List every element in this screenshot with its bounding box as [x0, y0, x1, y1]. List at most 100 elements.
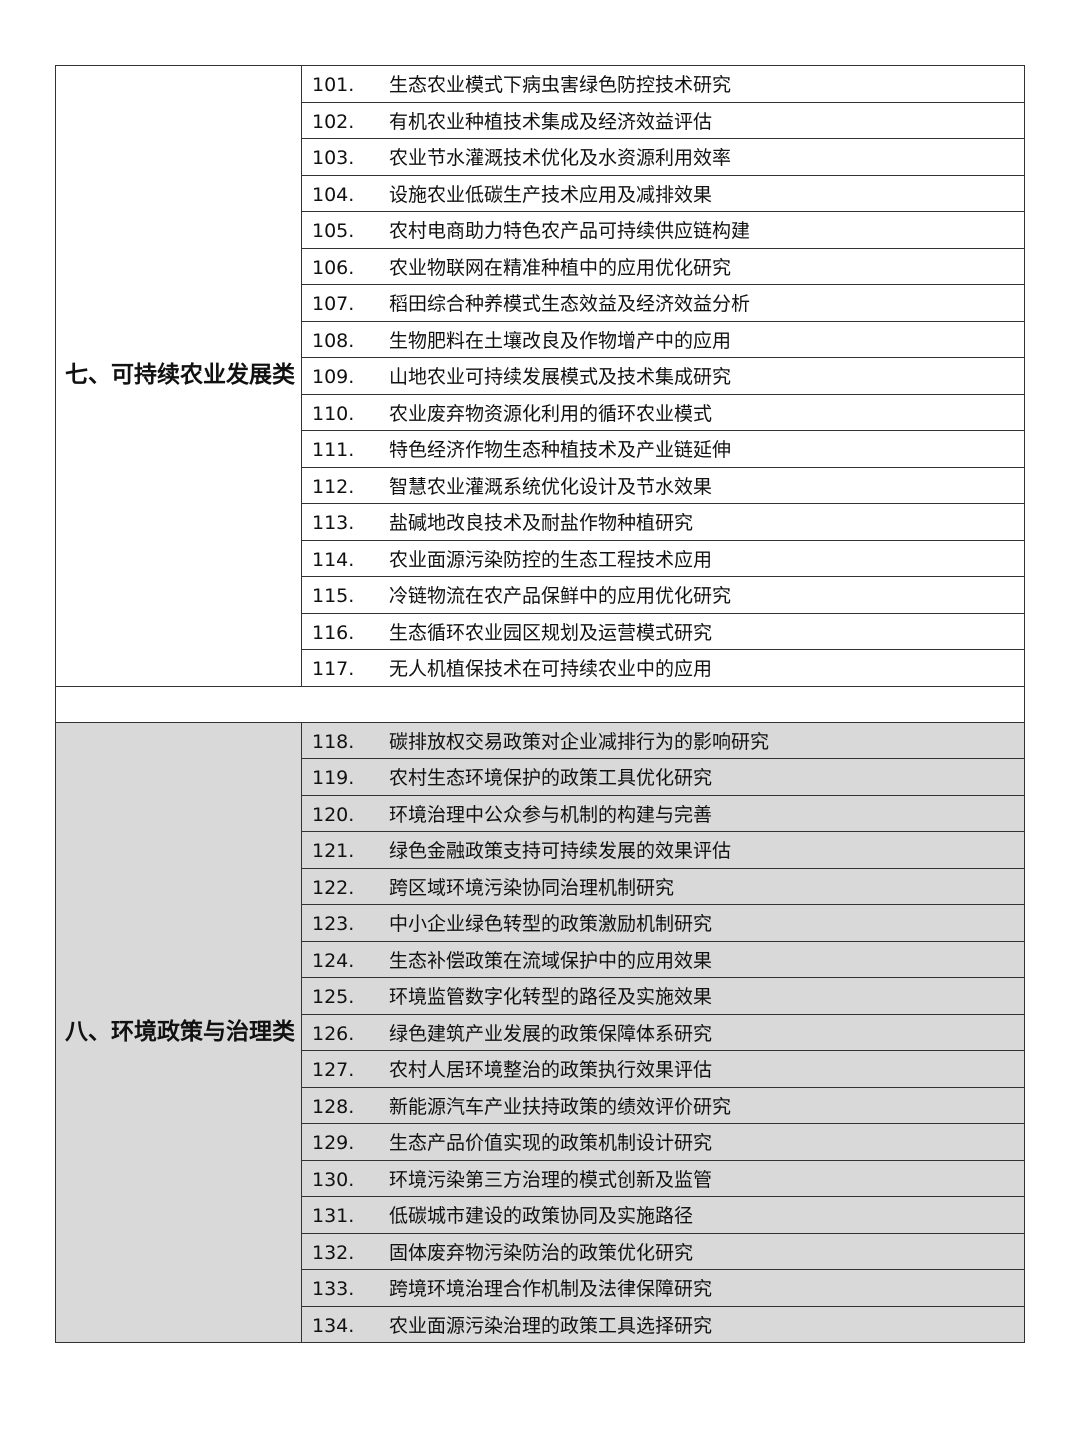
topic-cell: 134. 农业面源污染治理的政策工具选择研究	[301, 1305, 1025, 1343]
table-row: 122. 跨区域环境污染协同治理机制研究	[56, 867, 1025, 905]
topic-cell: 110. 农业废弃物资源化利用的循环农业模式	[301, 393, 1025, 431]
topic-cell: 103. 农业节水灌溉技术优化及水资源利用效率	[301, 138, 1025, 176]
topic-title: 冷链物流在农产品保鲜中的应用优化研究	[389, 585, 732, 608]
table-row: 131. 低碳城市建设的政策协同及实施路径	[56, 1196, 1025, 1234]
topic-title: 生物肥料在土壤改良及作物增产中的应用	[389, 329, 732, 352]
table-row: 109. 山地农业可持续发展模式及技术集成研究	[56, 357, 1025, 395]
separator-row	[55, 685, 1025, 723]
table-row: 127. 农村人居环境整治的政策执行效果评估	[56, 1050, 1025, 1088]
topic-title: 生态循环农业园区规划及运营模式研究	[389, 621, 713, 644]
topic-cell: 117. 无人机植保技术在可持续农业中的应用	[301, 649, 1025, 687]
topic-number: 103.	[312, 147, 355, 170]
topic-number: 108.	[312, 329, 355, 352]
topic-title: 农业节水灌溉技术优化及水资源利用效率	[389, 147, 732, 170]
topic-number: 118.	[312, 730, 355, 753]
table-row: 105. 农村电商助力特色农产品可持续供应链构建	[56, 211, 1025, 249]
table-row: 119. 农村生态环境保护的政策工具优化研究	[56, 758, 1025, 796]
topic-number: 116.	[312, 621, 355, 644]
topics-table: 七、可持续农业发展类 101. 生态农业模式下病虫害绿色防控技术研究 102. 有机农业…	[55, 65, 1025, 1343]
topic-number: 131.	[312, 1205, 355, 1228]
topic-number: 115.	[312, 585, 355, 608]
topic-number: 129.	[312, 1132, 355, 1155]
topic-cell: 122. 跨区域环境污染协同治理机制研究	[301, 867, 1025, 905]
table-row: 113. 盐碱地改良技术及耐盐作物种植研究	[56, 503, 1025, 541]
topic-cell: 127. 农村人居环境整治的政策执行效果评估	[301, 1050, 1025, 1088]
topic-number: 127.	[312, 1059, 355, 1082]
topic-cell: 114. 农业面源污染防控的生态工程技术应用	[301, 539, 1025, 577]
topic-cell: 130. 环境污染第三方治理的模式创新及监管	[301, 1159, 1025, 1197]
topic-cell: 107. 稻田综合种养模式生态效益及经济效益分析	[301, 284, 1025, 322]
topic-number: 110.	[312, 402, 355, 425]
topic-cell: 105. 农村电商助力特色农产品可持续供应链构建	[301, 211, 1025, 249]
topic-number: 121.	[312, 840, 355, 863]
topic-title: 盐碱地改良技术及耐盐作物种植研究	[389, 512, 694, 535]
topic-cell: 104. 设施农业低碳生产技术应用及减排效果	[301, 174, 1025, 212]
topic-title: 农业面源污染防控的生态工程技术应用	[389, 548, 713, 571]
topic-number: 119.	[312, 767, 355, 790]
topic-number: 132.	[312, 1241, 355, 1264]
topic-title: 碳排放权交易政策对企业减排行为的影响研究	[389, 730, 770, 753]
table-row: 104. 设施农业低碳生产技术应用及减排效果	[56, 174, 1025, 212]
topic-title: 农村人居环境整治的政策执行效果评估	[389, 1059, 713, 1082]
topic-title: 特色经济作物生态种植技术及产业链延伸	[389, 439, 732, 462]
topic-number: 124.	[312, 949, 355, 972]
separator-cell	[55, 685, 1025, 723]
topic-cell: 120. 环境治理中公众参与机制的构建与完善	[301, 794, 1025, 832]
topic-title: 跨境环境治理合作机制及法律保障研究	[389, 1278, 713, 1301]
table-row: 七、可持续农业发展类 101. 生态农业模式下病虫害绿色防控技术研究	[55, 65, 1025, 687]
topic-title: 农业废弃物资源化利用的循环农业模式	[389, 402, 713, 425]
table-row: 110. 农业废弃物资源化利用的循环农业模式	[56, 393, 1025, 431]
topic-number: 128.	[312, 1095, 355, 1118]
topic-cell: 112. 智慧农业灌溉系统优化设计及节水效果	[301, 466, 1025, 504]
topic-cell: 115. 冷链物流在农产品保鲜中的应用优化研究	[301, 576, 1025, 614]
topic-number: 104.	[312, 183, 355, 206]
table-row: 132. 固体废弃物污染防治的政策优化研究	[56, 1232, 1025, 1270]
topic-number: 122.	[312, 876, 355, 899]
topic-number: 117.	[312, 658, 355, 681]
topic-number: 114.	[312, 548, 355, 571]
topic-cell: 116. 生态循环农业园区规划及运营模式研究	[301, 612, 1025, 650]
topic-number: 112.	[312, 475, 355, 498]
topic-title: 环境污染第三方治理的模式创新及监管	[389, 1168, 713, 1191]
topic-cell: 113. 盐碱地改良技术及耐盐作物种植研究	[301, 503, 1025, 541]
topic-title: 环境治理中公众参与机制的构建与完善	[389, 803, 713, 826]
topic-cell: 108. 生物肥料在土壤改良及作物增产中的应用	[301, 320, 1025, 358]
topic-title: 农业面源污染治理的政策工具选择研究	[389, 1314, 713, 1337]
topic-cell: 106. 农业物联网在精准种植中的应用优化研究	[301, 247, 1025, 285]
topic-cell: 123. 中小企业绿色转型的政策激励机制研究	[301, 904, 1025, 942]
topic-title: 绿色建筑产业发展的政策保障体系研究	[389, 1022, 713, 1045]
topic-number: 105.	[312, 220, 355, 243]
table-row: 102. 有机农业种植技术集成及经济效益评估	[56, 101, 1025, 139]
category-cell: 七、可持续农业发展类	[55, 65, 302, 687]
topic-number: 107.	[312, 293, 355, 316]
topic-number: 101.	[312, 74, 355, 97]
topic-title: 绿色金融政策支持可持续发展的效果评估	[389, 840, 732, 863]
table-row: 112. 智慧农业灌溉系统优化设计及节水效果	[56, 466, 1025, 504]
topic-cell: 129. 生态产品价值实现的政策机制设计研究	[301, 1123, 1025, 1161]
topic-cell: 133. 跨境环境治理合作机制及法律保障研究	[301, 1269, 1025, 1307]
table-row: 八、环境政策与治理类 118. 碳排放权交易政策对企业减排行为的影响研究	[55, 721, 1025, 1343]
topic-cell: 128. 新能源汽车产业扶持政策的绩效评价研究	[301, 1086, 1025, 1124]
topic-title: 跨区域环境污染协同治理机制研究	[389, 876, 675, 899]
topic-title: 设施农业低碳生产技术应用及减排效果	[389, 183, 713, 206]
topic-title: 智慧农业灌溉系统优化设计及节水效果	[389, 475, 713, 498]
topic-cell: 111. 特色经济作物生态种植技术及产业链延伸	[301, 430, 1025, 468]
table-row: 114. 农业面源污染防控的生态工程技术应用	[56, 539, 1025, 577]
topic-cell: 132. 固体废弃物污染防治的政策优化研究	[301, 1232, 1025, 1270]
topic-number: 106.	[312, 256, 355, 279]
table-row: 126. 绿色建筑产业发展的政策保障体系研究	[56, 1013, 1025, 1051]
topic-number: 130.	[312, 1168, 355, 1191]
table-row: 124. 生态补偿政策在流域保护中的应用效果	[56, 940, 1025, 978]
topic-title: 山地农业可持续发展模式及技术集成研究	[389, 366, 732, 389]
topic-number: 102.	[312, 110, 355, 133]
topic-title: 新能源汽车产业扶持政策的绩效评价研究	[389, 1095, 732, 1118]
topic-title: 中小企业绿色转型的政策激励机制研究	[389, 913, 713, 936]
topic-cell: 101. 生态农业模式下病虫害绿色防控技术研究	[301, 65, 1025, 103]
topic-title: 农村电商助力特色农产品可持续供应链构建	[389, 220, 751, 243]
table-row: 106. 农业物联网在精准种植中的应用优化研究	[56, 247, 1025, 285]
topic-cell: 125. 环境监管数字化转型的路径及实施效果	[301, 977, 1025, 1015]
table-row: 103. 农业节水灌溉技术优化及水资源利用效率	[56, 138, 1025, 176]
topic-number: 134.	[312, 1314, 355, 1337]
topic-title: 农业物联网在精准种植中的应用优化研究	[389, 256, 732, 279]
topic-title: 生态农业模式下病虫害绿色防控技术研究	[389, 74, 732, 97]
